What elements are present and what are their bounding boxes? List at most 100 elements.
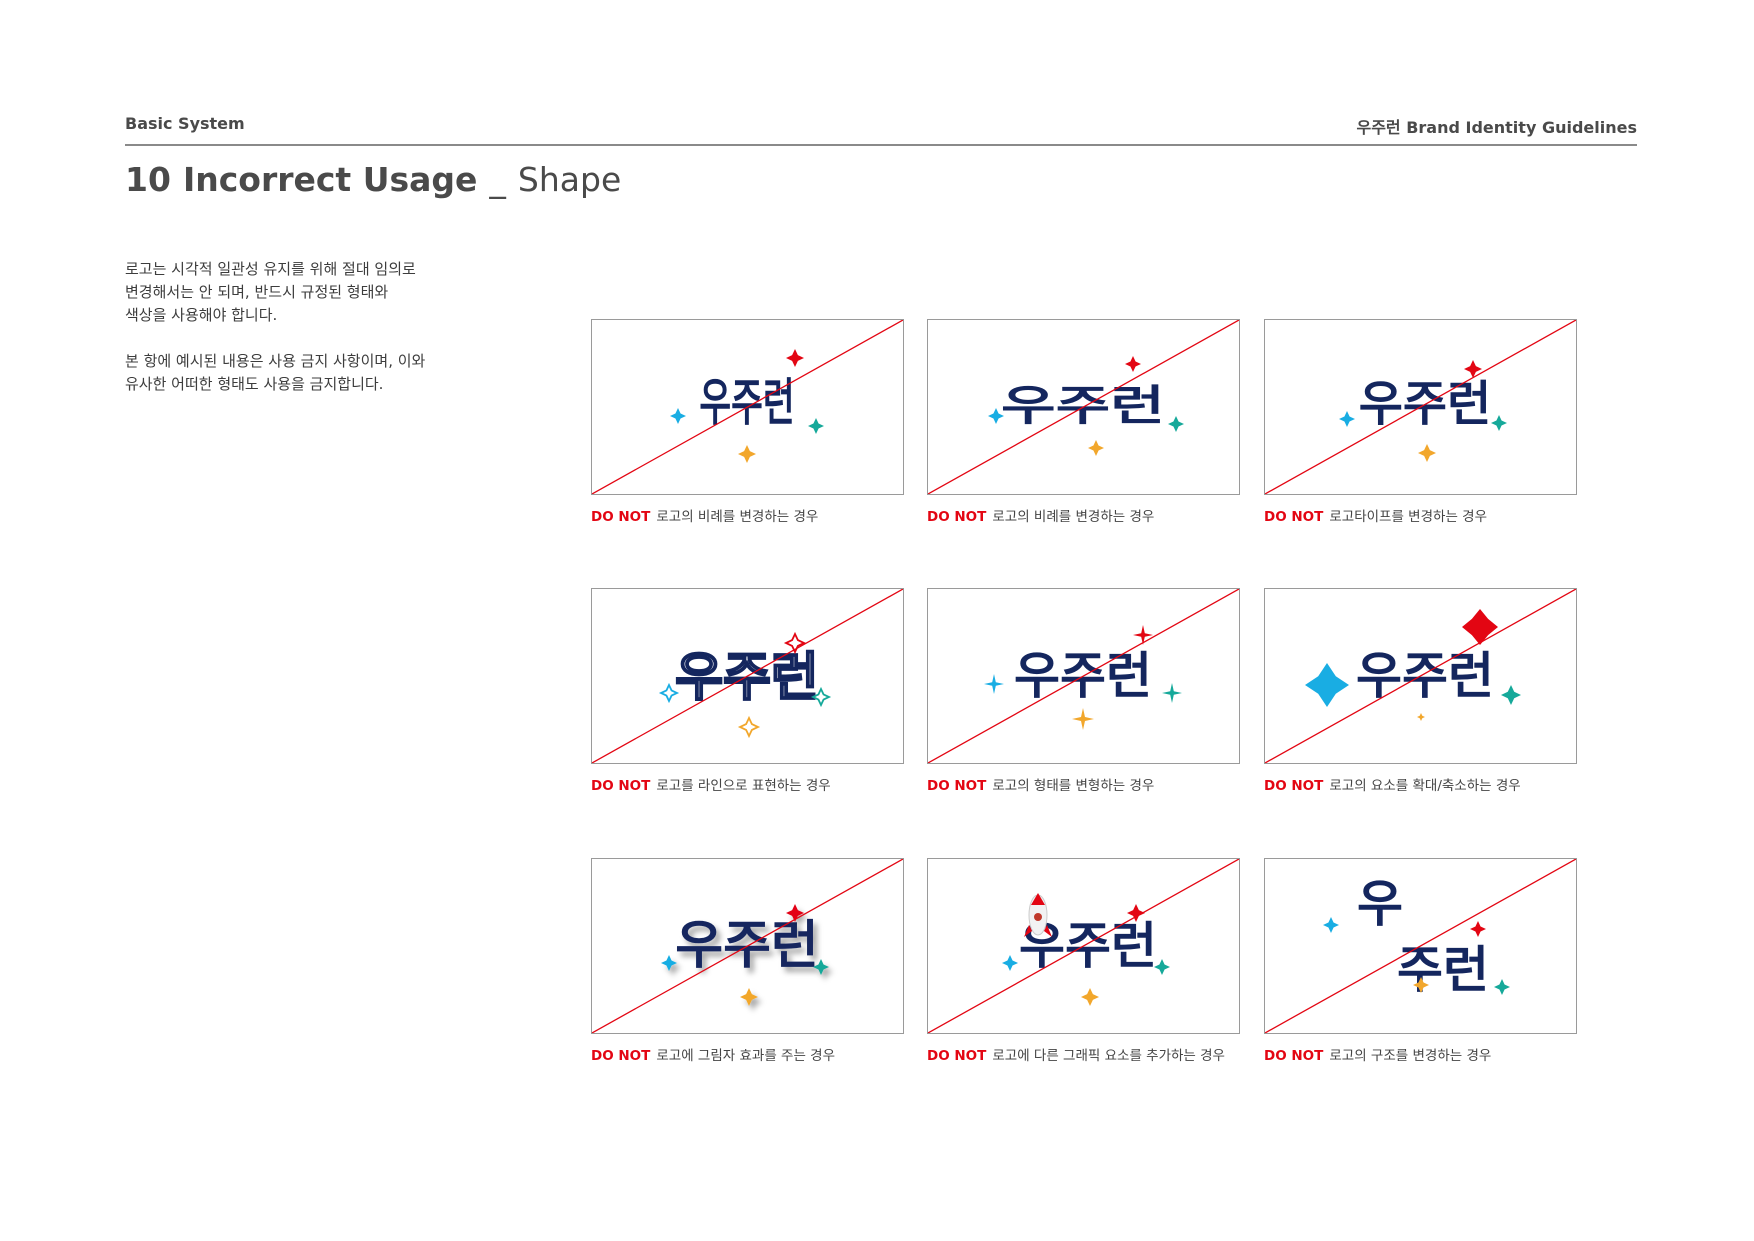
sparkle-star <box>1305 663 1349 707</box>
sparkle-star <box>988 408 1004 424</box>
example-card: 우주런 DO NOT 로고의 요소를 확대/축소하는 경우 <box>1264 588 1577 794</box>
do-not-label: DO NOT <box>927 509 987 525</box>
sparkle-star <box>783 631 807 655</box>
sparkle-star <box>1494 979 1510 995</box>
do-not-label: DO NOT <box>591 778 651 794</box>
do-not-label: DO NOT <box>927 1048 987 1064</box>
sparkle-star <box>1133 625 1153 645</box>
sparkle-star <box>786 349 804 367</box>
example-caption: DO NOT 로고를 라인으로 표현하는 경우 <box>591 774 904 794</box>
logo-illustration: 우주런 <box>988 356 1184 456</box>
logo-frame: 우주런 <box>1264 319 1577 495</box>
title-main: Incorrect Usage <box>182 160 478 199</box>
logo-syllable: 우 <box>1357 875 1403 933</box>
sparkle-star <box>1464 360 1482 378</box>
sparkle-star <box>786 904 804 922</box>
caption-text: 로고에 그림자 효과를 주는 경우 <box>656 1048 835 1064</box>
prohibition-slash <box>1265 320 1576 494</box>
logo-frame: 우주런 <box>927 858 1240 1034</box>
document-title: 우주런 Brand Identity Guidelines <box>1356 118 1637 137</box>
sparkle-star <box>738 445 756 463</box>
do-not-label: DO NOT <box>927 778 987 794</box>
example-caption: DO NOT 로고의 요소를 확대/축소하는 경우 <box>1264 774 1577 794</box>
header-divider <box>125 144 1637 146</box>
sparkle-star <box>1462 609 1498 645</box>
prohibition-slash <box>928 320 1239 494</box>
logo-illustration: 우주런 <box>658 631 832 739</box>
example-card: 우주런 DO NOT 로고의 비례를 변경하는 경우 <box>591 319 904 525</box>
caption-text: 로고의 비례를 변경하는 경우 <box>992 509 1155 525</box>
caption-text: 로고의 요소를 확대/축소하는 경우 <box>1329 778 1521 794</box>
sparkle-star <box>1072 708 1094 730</box>
page-title: 10 Incorrect Usage _ Shape <box>125 160 621 199</box>
sparkle-star <box>1491 415 1507 431</box>
sparkle-star <box>670 408 686 424</box>
sparkle-star <box>1168 416 1184 432</box>
example-card: 우주런 DO NOT 로고의 비례를 변경하는 경우 <box>927 319 1240 525</box>
logo-frame: 우주런 <box>591 319 904 495</box>
sparkle-star <box>1162 683 1182 703</box>
rocket-icon <box>1024 893 1052 937</box>
caption-text: 로고의 구조를 변경하는 경우 <box>1329 1048 1492 1064</box>
sparkle-star <box>1501 685 1521 705</box>
sparkle-star <box>1127 904 1145 922</box>
example-caption: DO NOT 로고의 형태를 변형하는 경우 <box>927 774 1240 794</box>
prohibition-slash <box>592 589 903 763</box>
caption-text: 로고의 형태를 변형하는 경우 <box>992 778 1155 794</box>
sparkle-star <box>1418 444 1436 462</box>
example-card: 우 주런 DO NOT 로고의 구조를 변경하는 경우 <box>1264 858 1577 1064</box>
sparkle-star <box>984 674 1004 694</box>
sparkle-star <box>1154 959 1170 975</box>
title-separator: _ <box>489 160 506 199</box>
do-not-label: DO NOT <box>1264 509 1324 525</box>
sparkle-star <box>1470 921 1486 937</box>
sparkle-star <box>813 959 829 975</box>
example-caption: DO NOT 로고에 다른 그래픽 요소를 추가하는 경우 <box>927 1044 1240 1064</box>
logo-frame: 우주런 <box>591 588 904 764</box>
logo-frame: 우주런 <box>1264 588 1577 764</box>
caption-text: 로고타이프를 변경하는 경우 <box>1329 509 1487 525</box>
sparkle-star <box>1339 411 1355 427</box>
sparkle-star <box>737 715 761 739</box>
logo-illustration: 우주런 <box>670 349 824 463</box>
logo-frame: 우주런 <box>927 319 1240 495</box>
logo-frame: 우주런 <box>927 588 1240 764</box>
example-card: 우주런 DO NOT 로고의 형태를 변형하는 경우 <box>927 588 1240 794</box>
sparkle-star <box>740 988 758 1006</box>
sparkle-star <box>658 682 680 704</box>
logo-illustration: 우주런 <box>1002 893 1170 1006</box>
sparkle-star <box>661 955 677 971</box>
logo-wordmark: 우주런 <box>675 648 819 708</box>
sparkle-star <box>1413 977 1429 993</box>
sparkle-star <box>810 686 832 708</box>
sparkle-star <box>1125 356 1141 372</box>
example-caption: DO NOT 로고의 구조를 변경하는 경우 <box>1264 1044 1577 1064</box>
example-caption: DO NOT 로고의 비례를 변경하는 경우 <box>591 505 904 525</box>
do-not-label: DO NOT <box>591 1048 651 1064</box>
sparkle-star <box>808 418 824 434</box>
sparkle-star <box>1417 713 1425 721</box>
sparkle-star <box>1081 988 1099 1006</box>
logo-frame: 우주런 <box>591 858 904 1034</box>
logo-wordmark: 우주런 <box>699 374 794 432</box>
caption-text: 로고의 비례를 변경하는 경우 <box>656 509 819 525</box>
do-not-label: DO NOT <box>1264 778 1324 794</box>
caption-text: 로고를 라인으로 표현하는 경우 <box>656 778 831 794</box>
sparkle-star <box>1323 917 1339 933</box>
do-not-label: DO NOT <box>591 509 651 525</box>
example-caption: DO NOT 로고의 비례를 변경하는 경우 <box>927 505 1240 525</box>
title-sub: Shape <box>517 160 622 199</box>
section-label: Basic System <box>125 114 245 133</box>
prohibition-slash <box>592 320 903 494</box>
sparkle-star <box>1088 440 1104 456</box>
prohibition-slash <box>1265 589 1576 763</box>
section-number: 10 <box>125 160 171 199</box>
caption-text: 로고에 다른 그래픽 요소를 추가하는 경우 <box>992 1048 1225 1064</box>
prohibition-slash <box>928 589 1239 763</box>
description: 로고는 시각적 일관성 유지를 위해 절대 임의로 변경해서는 안 되며, 반드… <box>125 258 485 419</box>
example-card: 우주런 DO NOT 로고타이프를 변경하는 경우 <box>1264 319 1577 525</box>
prohibition-slash <box>592 859 903 1033</box>
logo-illustration: 우주런 <box>1305 609 1521 721</box>
description-paragraph-2: 본 항에 예시된 내용은 사용 금지 사항이며, 이와 유사한 어떠한 형태도 … <box>125 352 426 393</box>
